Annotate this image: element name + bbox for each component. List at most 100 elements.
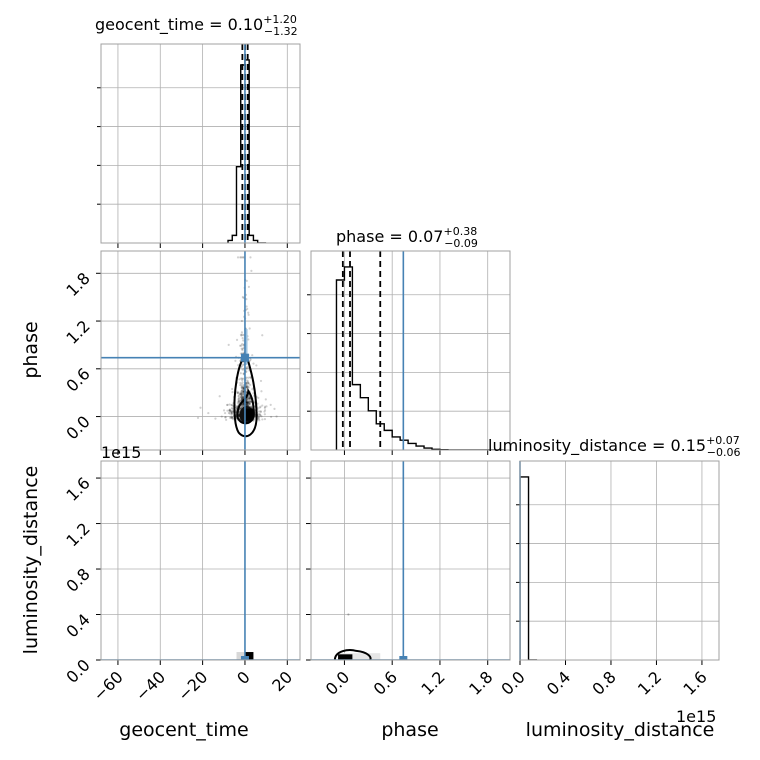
sample-point bbox=[247, 402, 250, 405]
sample-point bbox=[236, 390, 239, 393]
sample-point bbox=[241, 397, 244, 400]
sample-point bbox=[240, 377, 243, 380]
sample-point bbox=[248, 397, 251, 400]
sample-point bbox=[242, 363, 245, 366]
sample-point bbox=[241, 389, 244, 392]
sample-point bbox=[247, 338, 250, 341]
sample-point bbox=[263, 410, 266, 413]
sample-point bbox=[239, 393, 242, 396]
sample-point bbox=[246, 380, 249, 383]
sample-point bbox=[237, 397, 240, 401]
sample-point bbox=[264, 398, 267, 401]
sample-point bbox=[259, 410, 262, 413]
sample-point bbox=[257, 415, 260, 418]
sample-point bbox=[263, 418, 267, 421]
sample-point bbox=[247, 401, 250, 404]
sample-point bbox=[249, 376, 252, 379]
sample-point bbox=[240, 397, 244, 401]
sample-point bbox=[248, 398, 251, 401]
sample-point bbox=[269, 403, 272, 406]
sample-point bbox=[226, 409, 229, 412]
sample-point bbox=[241, 377, 244, 380]
sample-point bbox=[237, 364, 240, 367]
sample-point bbox=[246, 401, 249, 404]
scatter-phase-vs-luminosity-distance-bg bbox=[311, 461, 510, 660]
sample-point bbox=[241, 295, 244, 299]
xtick-label-geocent-time: 20 bbox=[268, 667, 296, 695]
sample-point bbox=[229, 416, 232, 420]
sample-point bbox=[240, 395, 243, 398]
sample-point bbox=[248, 401, 251, 404]
sample-point bbox=[249, 401, 252, 404]
sample-point bbox=[248, 402, 251, 406]
scatter-geocent-time-vs-luminosity-distance-bg bbox=[101, 461, 300, 660]
sample-point bbox=[248, 397, 252, 400]
scatter-geocent-time-vs-phase-bg bbox=[101, 251, 300, 450]
sample-point bbox=[257, 416, 261, 419]
sample-point bbox=[239, 391, 243, 394]
sample-point bbox=[228, 412, 231, 415]
sample-point bbox=[242, 390, 245, 393]
sample-point bbox=[258, 419, 261, 422]
sample-point bbox=[245, 385, 248, 388]
sample-point bbox=[235, 406, 238, 409]
sample-point bbox=[239, 383, 242, 387]
sample-point bbox=[247, 313, 250, 316]
sample-point bbox=[241, 349, 244, 352]
sample-point bbox=[241, 256, 244, 259]
sample-point bbox=[259, 413, 262, 417]
sample-point bbox=[240, 393, 243, 397]
sample-point bbox=[246, 382, 249, 385]
scatter-geocent-time-vs-luminosity-distance-truth-marker bbox=[240, 656, 249, 660]
sample-point bbox=[249, 376, 252, 379]
sample-point bbox=[230, 410, 233, 413]
sample-point bbox=[239, 344, 242, 347]
scatter-phase-vs-luminosity-distance-content bbox=[311, 461, 510, 660]
sample-point bbox=[239, 406, 243, 409]
sample-point bbox=[261, 334, 264, 337]
sample-point bbox=[245, 403, 248, 406]
density-peak bbox=[338, 654, 353, 660]
sample-point bbox=[237, 395, 240, 398]
sample-point bbox=[242, 386, 245, 390]
sample-point bbox=[246, 404, 249, 407]
sample-point bbox=[246, 399, 249, 403]
sample-point bbox=[247, 400, 250, 403]
sample-point bbox=[240, 391, 243, 395]
sample-point bbox=[239, 407, 242, 411]
sample-point bbox=[238, 378, 241, 381]
sample-point bbox=[270, 415, 273, 419]
sample-point bbox=[240, 395, 243, 398]
sample-point bbox=[273, 407, 276, 410]
sample-point bbox=[242, 377, 245, 380]
sample-point bbox=[230, 411, 233, 415]
sample-point bbox=[246, 401, 249, 404]
sample-point bbox=[224, 416, 227, 419]
sample-point bbox=[236, 256, 240, 259]
sample-point bbox=[239, 333, 243, 336]
sample-point bbox=[242, 396, 245, 399]
sample-point bbox=[242, 394, 245, 398]
sample-point bbox=[251, 388, 254, 391]
sample-point bbox=[246, 307, 249, 311]
sample-point bbox=[241, 395, 244, 398]
sample-point bbox=[246, 402, 249, 405]
sample-point bbox=[199, 406, 202, 409]
sample-point bbox=[229, 416, 232, 419]
sample-point bbox=[237, 391, 240, 394]
sample-point bbox=[241, 396, 244, 400]
sample-point bbox=[237, 399, 240, 402]
sample-point bbox=[231, 391, 234, 394]
sample-point bbox=[245, 402, 248, 405]
hist-luminosity-distance-frame bbox=[519, 460, 720, 661]
density-peak bbox=[246, 408, 254, 421]
scatter-phase-vs-luminosity-distance-truth-marker bbox=[399, 656, 408, 660]
sample-point bbox=[248, 397, 251, 400]
sample-point bbox=[246, 404, 250, 407]
sample-point bbox=[246, 397, 249, 401]
ytick-label-luminosity-distance: 0.0 bbox=[62, 655, 93, 686]
sample-point bbox=[230, 412, 233, 415]
sample-point bbox=[245, 400, 248, 403]
sample-point bbox=[240, 365, 244, 368]
sample-point bbox=[239, 396, 243, 399]
